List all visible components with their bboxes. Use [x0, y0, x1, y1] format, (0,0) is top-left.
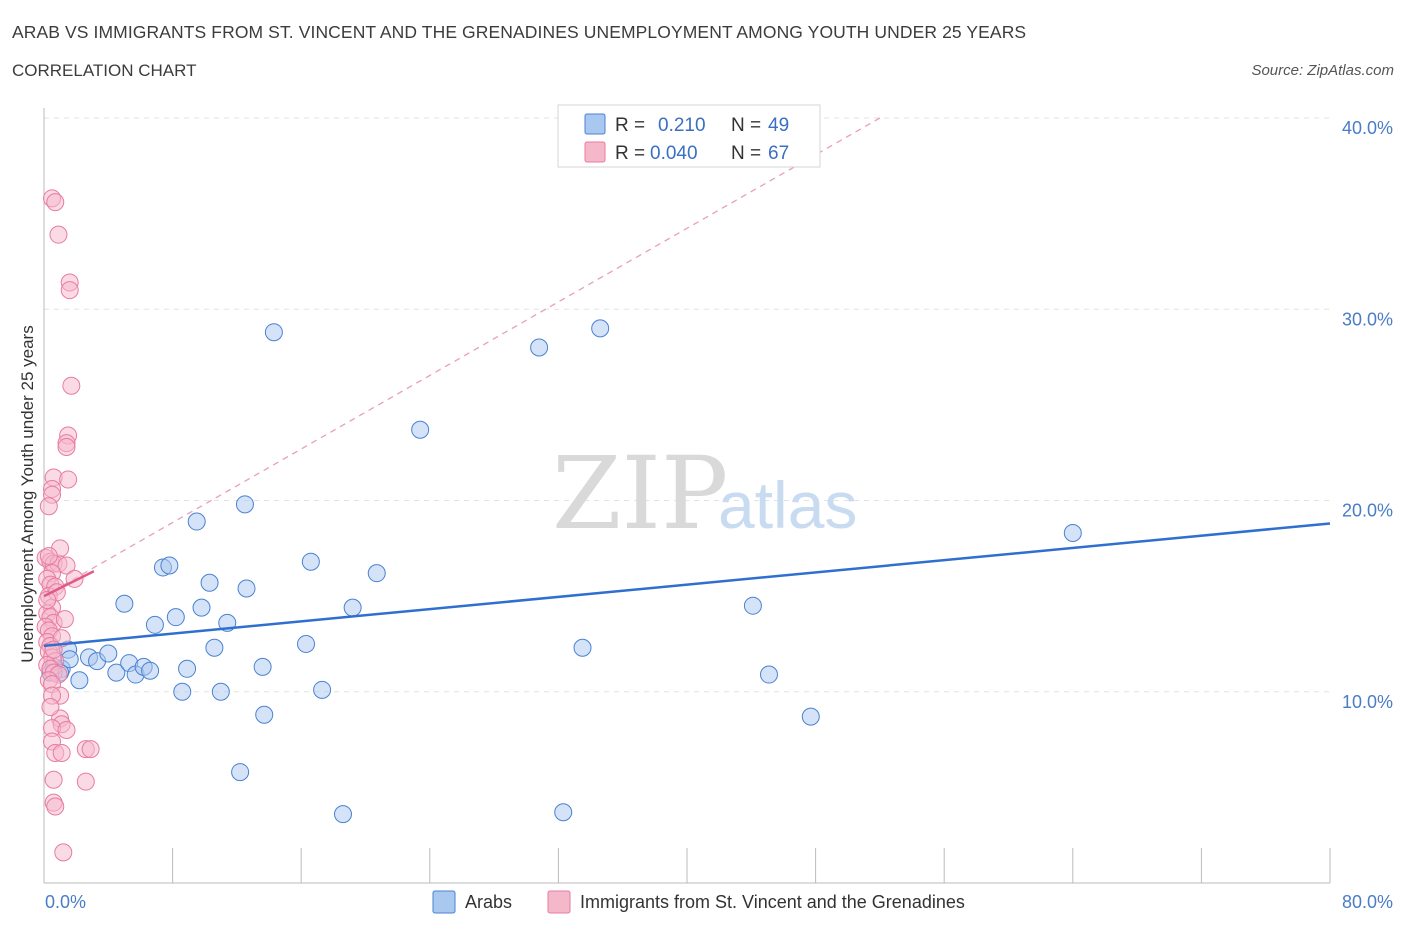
point-series-1-62	[39, 546, 58, 565]
point-series-1-60	[46, 797, 65, 816]
point-series-1-64	[38, 590, 57, 609]
point-series-1-58	[76, 772, 95, 791]
point-series-1-2	[49, 225, 68, 244]
point-series-0-45	[1063, 524, 1082, 543]
point-series-0-41	[591, 319, 610, 338]
chart-subtitle: CORRELATION CHART	[12, 61, 197, 80]
point-series-0-37	[411, 420, 430, 439]
legend-n-value-immigrants: 67	[768, 143, 789, 164]
point-series-1-19	[57, 556, 76, 575]
point-series-0-44	[801, 707, 820, 726]
point-series-0-6	[99, 644, 118, 663]
data-points	[36, 189, 1331, 862]
point-series-0-43	[759, 665, 778, 684]
point-series-1-30	[55, 610, 74, 629]
point-series-0-8	[115, 594, 134, 613]
point-series-0-26	[235, 495, 254, 514]
series-legend-swatch-immigrants	[547, 890, 571, 914]
y-tick-label-0: 10.0%	[1342, 692, 1393, 712]
grid-lines	[44, 117, 1330, 693]
point-series-1-54	[81, 740, 100, 759]
point-series-0-33	[313, 680, 332, 699]
legend-n-value-arabs: 49	[768, 115, 789, 136]
point-series-0-30	[264, 323, 283, 342]
legend-r-label-immigrants: R =	[615, 143, 645, 164]
series-legend-label-immigrants: Immigrants from St. Vincent and the Gren…	[580, 892, 965, 912]
point-series-0-25	[231, 763, 250, 782]
point-series-0-17	[173, 682, 192, 701]
point-series-0-23	[211, 682, 230, 701]
y-tick-label-1: 20.0%	[1342, 501, 1393, 521]
point-series-1-61	[54, 843, 73, 862]
series-legend-swatch-arabs	[432, 890, 456, 914]
point-series-0-31	[297, 634, 316, 653]
series-legend: Arabs Immigrants from St. Vincent and th…	[432, 890, 965, 914]
point-series-0-36	[367, 564, 386, 583]
point-series-0-21	[200, 573, 219, 592]
series-legend-label-arabs: Arabs	[465, 892, 512, 912]
point-series-1-66	[41, 698, 60, 717]
y-tick-label-2: 30.0%	[1342, 309, 1393, 329]
point-series-0-12	[141, 661, 160, 680]
point-series-1-13	[39, 497, 58, 516]
point-series-0-28	[253, 657, 272, 676]
correlation-legend: R = 0.210 N = 49 R = 0.040 N = 67	[557, 104, 821, 168]
axes	[43, 108, 1331, 884]
point-series-0-39	[554, 803, 573, 822]
point-series-0-42	[743, 596, 762, 615]
legend-n-label-arabs: N =	[731, 115, 761, 136]
y-axis-label: Unemployment Among Youth under 25 years	[18, 325, 37, 662]
point-series-0-27	[237, 579, 256, 598]
watermark-atlas: atlas	[718, 468, 857, 542]
point-series-0-35	[343, 598, 362, 617]
point-series-0-13	[145, 615, 164, 634]
point-series-0-19	[187, 512, 206, 531]
legend-n-label-immigrants: N =	[731, 143, 761, 164]
point-series-0-20	[192, 598, 211, 617]
point-series-0-29	[255, 705, 274, 724]
point-series-1-51	[57, 721, 76, 739]
point-series-0-38	[530, 338, 549, 357]
x-tick-label-0: 0.0%	[45, 892, 86, 912]
x-tick-label-1: 80.0%	[1342, 892, 1393, 912]
trend-line-0	[43, 522, 1331, 648]
point-series-1-8	[57, 437, 76, 456]
point-series-1-4	[60, 281, 79, 300]
point-series-1-5	[62, 376, 81, 395]
legend-swatch-arabs	[584, 113, 606, 135]
point-series-0-16	[166, 608, 185, 627]
point-series-0-3	[70, 671, 89, 690]
point-series-1-57	[44, 770, 63, 789]
point-series-0-18	[178, 659, 197, 678]
legend-swatch-immigrants	[584, 141, 606, 163]
point-series-1-56	[52, 743, 71, 762]
legend-r-value-arabs: 0.210	[658, 115, 706, 136]
trend-line-1	[43, 570, 95, 598]
y-tick-label-3: 40.0%	[1342, 118, 1393, 138]
point-series-1-10	[59, 470, 78, 489]
point-series-0-15	[160, 556, 179, 575]
tick-labels: 10.0% 20.0% 30.0% 40.0% 0.0% 80.0%	[45, 118, 1393, 912]
point-series-0-7	[107, 663, 126, 682]
chart-title: ARAB VS IMMIGRANTS FROM ST. VINCENT AND …	[12, 22, 1027, 42]
point-series-0-40	[573, 638, 592, 657]
source-label: Source: ZipAtlas.com	[1251, 62, 1394, 79]
point-series-0-22	[205, 638, 224, 657]
legend-r-value-immigrants: 0.040	[650, 143, 698, 164]
point-series-0-32	[301, 552, 320, 571]
watermark-zip: ZIP	[552, 435, 728, 552]
point-series-0-34	[333, 805, 352, 824]
point-series-1-1	[46, 193, 65, 212]
legend-r-label-arabs: R =	[615, 115, 645, 136]
